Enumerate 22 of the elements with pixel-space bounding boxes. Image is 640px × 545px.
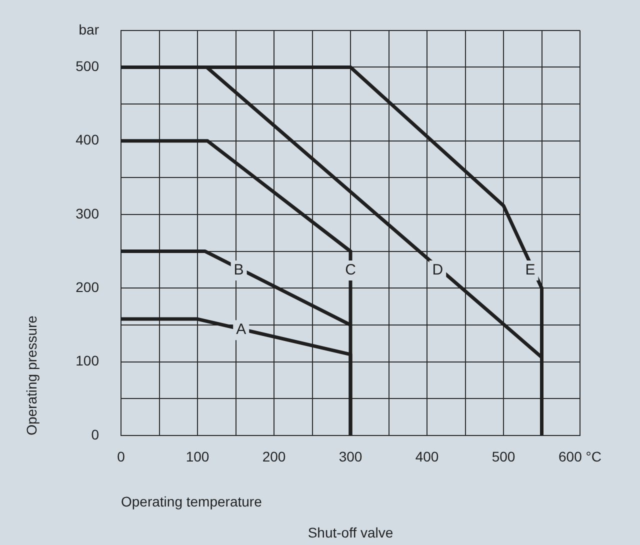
annotation: C bbox=[345, 262, 356, 279]
y-tick-label: 500 bbox=[76, 58, 100, 74]
y-tick-label: 300 bbox=[76, 205, 100, 222]
y-tick-label: 400 bbox=[76, 132, 100, 148]
annotation: E bbox=[525, 262, 536, 279]
x-tick-label: 0 bbox=[117, 448, 126, 465]
text: Shut-off valve bbox=[308, 524, 394, 540]
y-tick-label: 200 bbox=[76, 278, 100, 295]
annotation: D bbox=[432, 262, 444, 279]
annotation: A bbox=[236, 321, 246, 338]
x-tick-label: 200 bbox=[262, 448, 286, 465]
x-tick-label: 600 °C bbox=[558, 448, 602, 465]
x-tick-label: 100 bbox=[186, 448, 210, 465]
x-axis-title: Operating temperature bbox=[121, 493, 262, 510]
y-tick-label: bar bbox=[78, 21, 100, 38]
y-tick-label: 0 bbox=[91, 426, 100, 442]
x-tick-label: 300 bbox=[338, 448, 362, 465]
annotation: B bbox=[234, 262, 244, 279]
x-tick-label: 500 bbox=[492, 448, 516, 465]
x-tick-label: 400 bbox=[415, 448, 439, 465]
y-axis-title: Operating pressure bbox=[23, 315, 40, 436]
y-tick-label: 100 bbox=[76, 352, 100, 369]
